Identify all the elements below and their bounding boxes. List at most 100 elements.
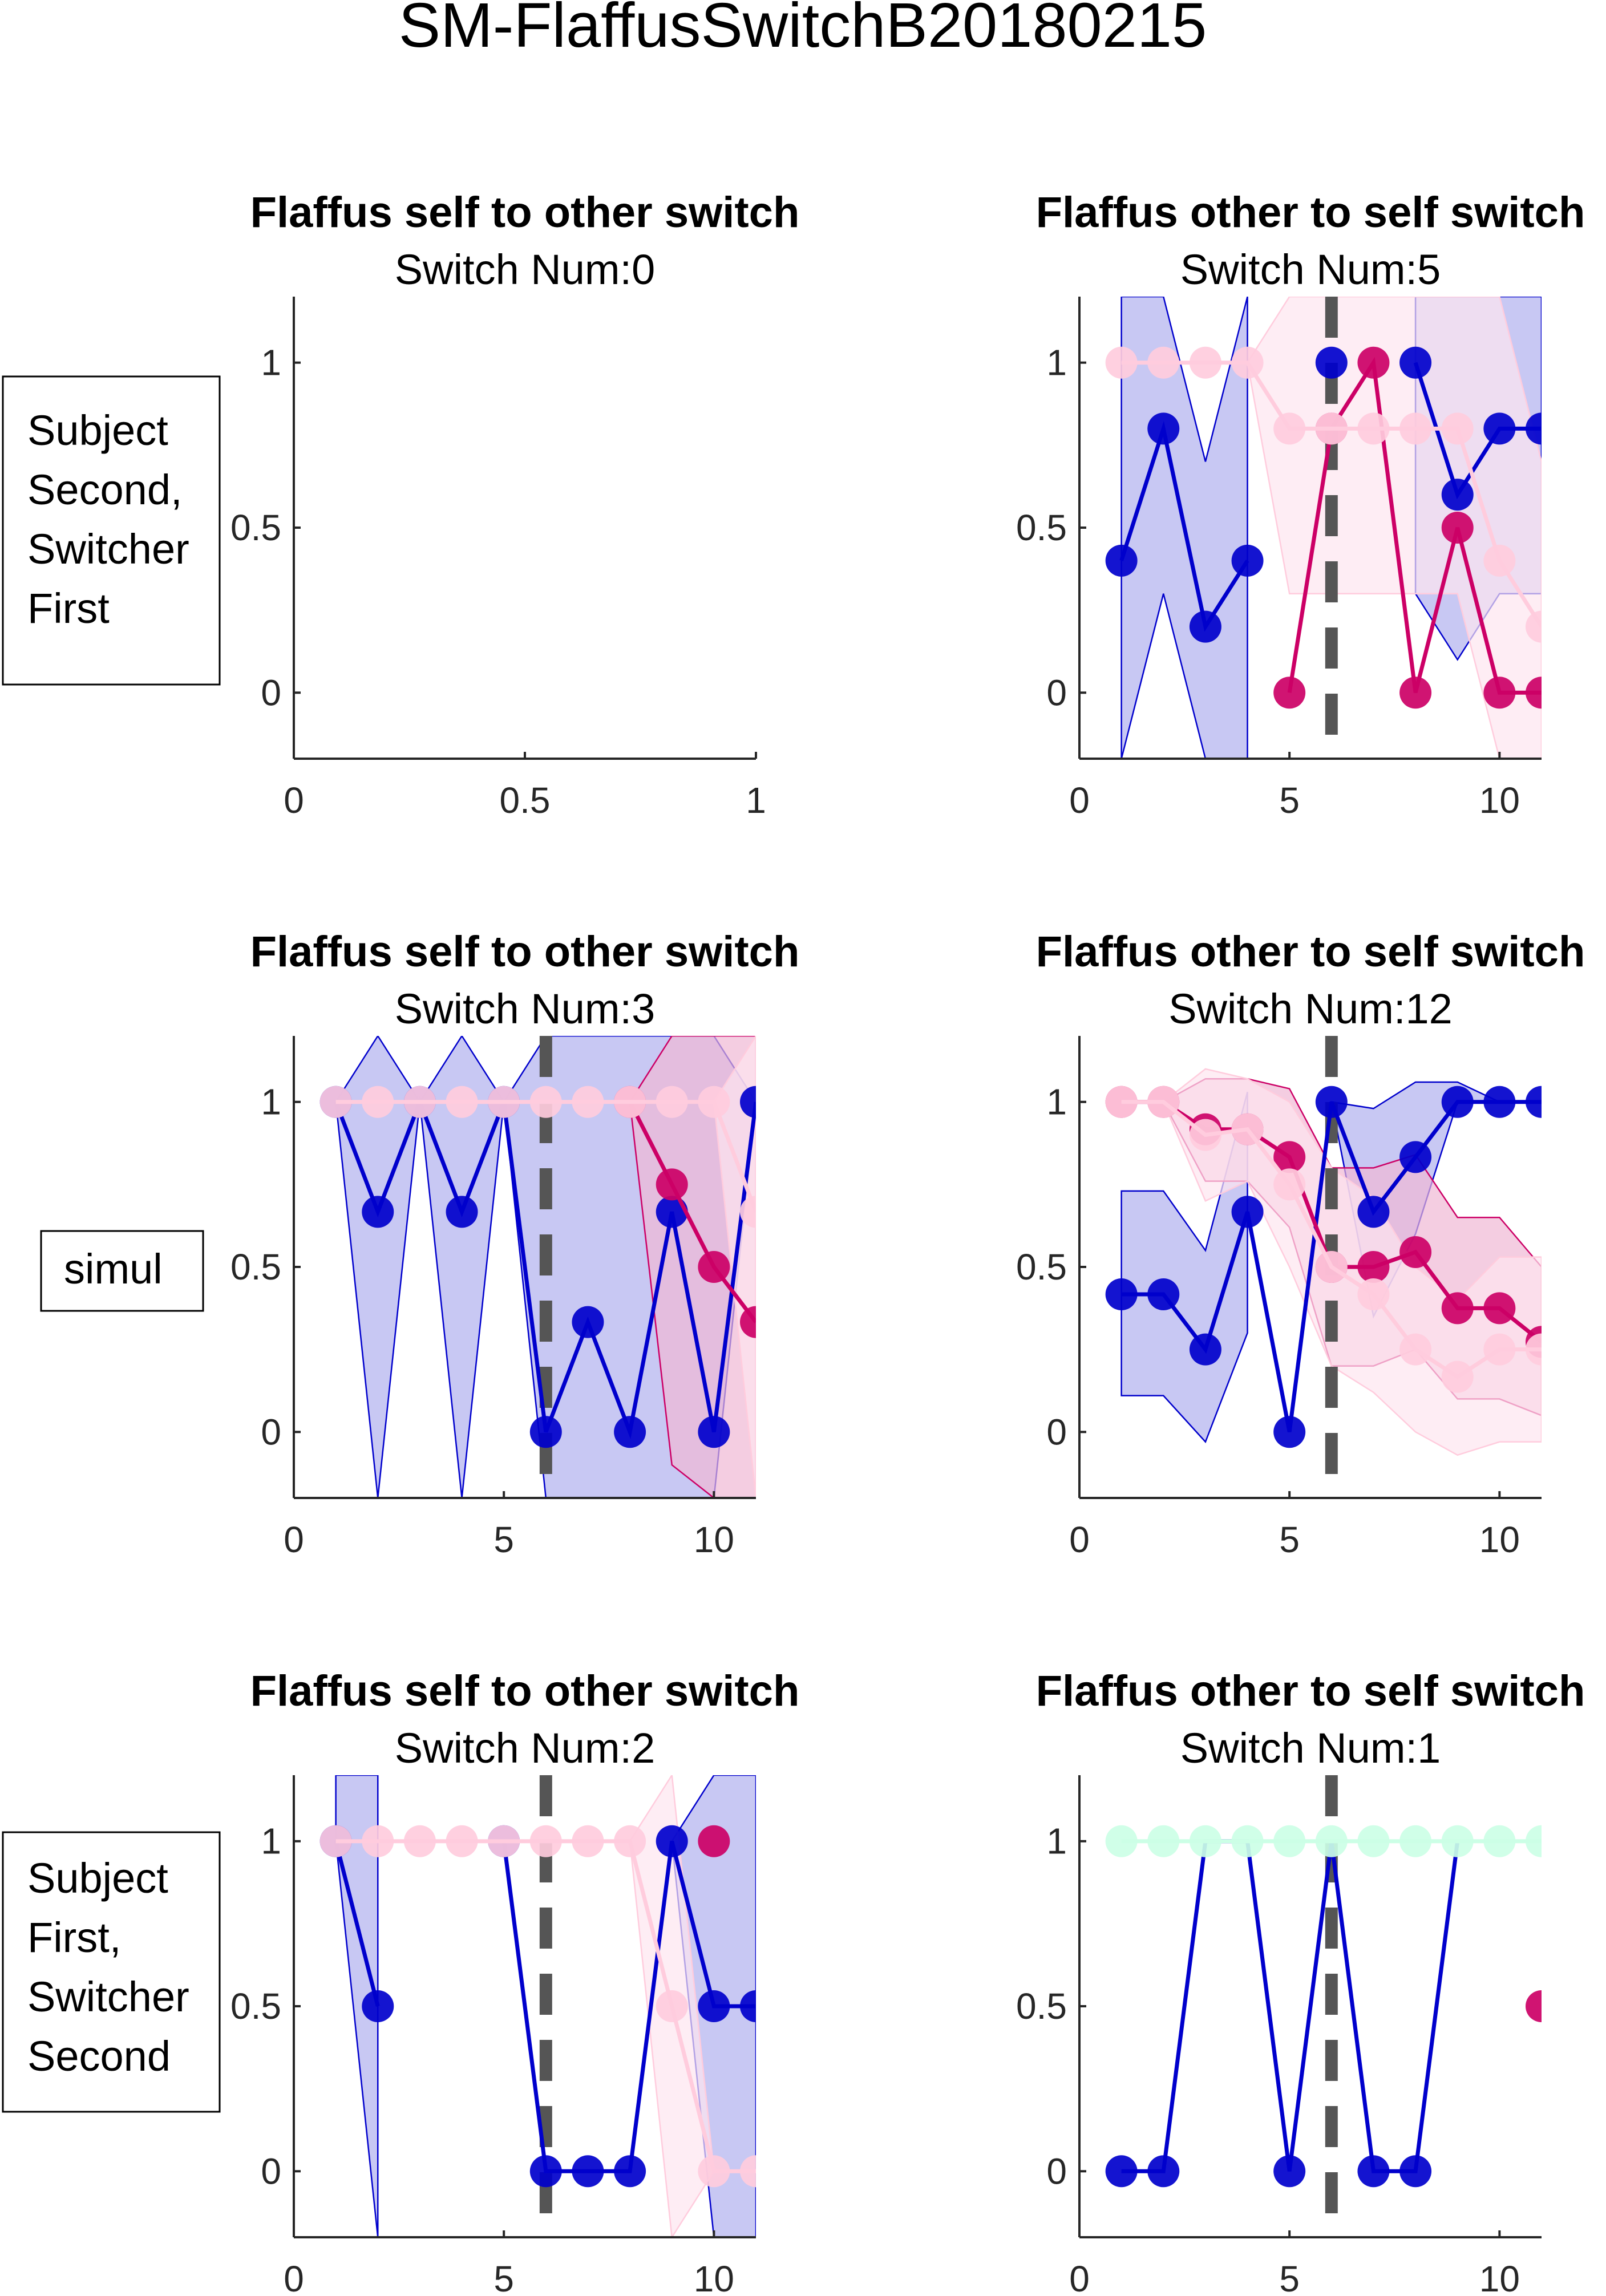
- x-tick-label: 5: [1279, 1519, 1300, 1560]
- data-point: [1273, 1416, 1306, 1448]
- panel-title: Flaffus self to other switch: [250, 928, 800, 976]
- x-tick-label: 10: [1479, 1519, 1520, 1560]
- data-point: [614, 1825, 646, 1857]
- data-point: [740, 1196, 756, 1228]
- data-point: [1483, 544, 1516, 577]
- y-tick-label: 0.5: [230, 1986, 281, 2027]
- data-point: [572, 2155, 604, 2188]
- chart-panel: 0 5 10 0 0.5 1 Flaffus self to other switch Swi…: [230, 928, 799, 1560]
- x-tick-label: 5: [1279, 2258, 1300, 2296]
- data-point: [1357, 346, 1390, 379]
- panel-title: Flaffus other to self switch: [1036, 1667, 1585, 1715]
- data-point: [740, 1306, 756, 1338]
- data-point: [656, 1168, 688, 1201]
- data-point: [1315, 346, 1348, 379]
- figure-title: SM-FlaffusSwitchB20180215: [399, 0, 1207, 60]
- panel-subtitle: Switch Num:12: [1168, 985, 1453, 1032]
- data-point: [1273, 677, 1306, 709]
- data-point: [1483, 1086, 1516, 1118]
- data-point: [614, 1086, 646, 1118]
- y-tick-label: 0: [261, 2151, 281, 2192]
- series-line: [628, 1101, 756, 1323]
- data-point: [1399, 2155, 1432, 2188]
- data-point: [1526, 1990, 1542, 2022]
- y-tick-label: 0: [1046, 1411, 1067, 1452]
- data-point: [740, 1990, 756, 2022]
- data-point: [1526, 1825, 1542, 1857]
- y-tick-label: 0: [1046, 2151, 1067, 2192]
- x-tick-label: 0: [1069, 1519, 1090, 1560]
- data-point: [1399, 1825, 1432, 1857]
- x-tick-label: 5: [493, 2258, 514, 2296]
- data-point: [698, 1825, 730, 1857]
- data-point: [446, 1086, 478, 1118]
- data-point: [1273, 2155, 1306, 2188]
- row-label-line: First,: [27, 1914, 121, 1961]
- data-point: [614, 2155, 646, 2188]
- y-tick-label: 0.5: [1016, 507, 1067, 548]
- data-point: [1526, 1333, 1542, 1366]
- row-label-box: Subject First, Switcher Second: [2, 1831, 221, 2113]
- y-tick-label: 0.5: [230, 1246, 281, 1287]
- panel-subtitle: Switch Num:5: [1180, 246, 1441, 293]
- data-point: [698, 1251, 730, 1283]
- data-point: [656, 1086, 688, 1118]
- data-point: [488, 1086, 520, 1118]
- row-label-line: Subject: [27, 407, 168, 454]
- data-point: [1189, 1119, 1221, 1151]
- plot-area: [1105, 1775, 1542, 2237]
- panel-subtitle: Switch Num:2: [395, 1724, 655, 1772]
- data-point: [1231, 1196, 1264, 1228]
- x-tick-label: 0.5: [500, 780, 551, 821]
- data-point: [529, 1825, 562, 1857]
- panel-title: Flaffus other to self switch: [1036, 928, 1585, 976]
- data-point: [1189, 346, 1221, 379]
- data-point: [1147, 412, 1180, 445]
- data-point: [614, 1416, 646, 1448]
- data-point: [1357, 1278, 1390, 1311]
- chart-panel: 0 5 10 0 0.5 1 Flaffus other to self switch Swi…: [1016, 928, 1585, 1560]
- panel-subtitle: Switch Num:3: [395, 985, 655, 1032]
- data-point: [1105, 1086, 1138, 1118]
- panel-subtitle: Switch Num:0: [395, 246, 655, 293]
- data-point: [529, 2155, 562, 2188]
- x-tick-label: 10: [1479, 2258, 1520, 2296]
- x-tick-label: 10: [694, 1519, 734, 1560]
- data-point: [1357, 1251, 1390, 1283]
- row-label-line: Second: [27, 2032, 171, 2080]
- plot-area: [1105, 1036, 1542, 1498]
- data-point: [1189, 610, 1221, 643]
- x-tick-label: 0: [284, 1519, 304, 1560]
- data-point: [1315, 1251, 1348, 1283]
- y-tick-label: 1: [1046, 342, 1067, 383]
- data-point: [319, 1825, 352, 1857]
- y-tick-label: 0.5: [230, 507, 281, 548]
- y-tick-label: 0.5: [1016, 1986, 1067, 2027]
- data-point: [1483, 1292, 1516, 1325]
- data-point: [1231, 544, 1264, 577]
- data-point: [1483, 1333, 1516, 1366]
- data-point: [572, 1086, 604, 1118]
- data-point: [1441, 512, 1474, 544]
- x-tick-label: 10: [694, 2258, 734, 2296]
- data-point: [1399, 677, 1432, 709]
- data-point: [1357, 2155, 1390, 2188]
- data-point: [362, 1086, 394, 1118]
- x-tick-label: 1: [746, 780, 766, 821]
- data-point: [1273, 1825, 1306, 1857]
- y-tick-label: 1: [261, 1082, 281, 1123]
- panel-subtitle: Switch Num:1: [1180, 1724, 1441, 1772]
- data-point: [698, 1990, 730, 2022]
- data-point: [1441, 1360, 1474, 1393]
- data-point: [1526, 677, 1542, 709]
- data-point: [1441, 412, 1474, 445]
- chart-panel: 0 5 10 0 0.5 1 Flaffus other to self switch Swi…: [1016, 1667, 1585, 2296]
- data-point: [403, 1086, 436, 1118]
- chart-panel: 0 5 10 0 0.5 1 Flaffus other to self switch Swi…: [1016, 188, 1585, 821]
- data-point: [1105, 1278, 1138, 1311]
- data-point: [1105, 346, 1138, 379]
- data-point: [1357, 1825, 1390, 1857]
- data-point: [698, 2155, 730, 2188]
- data-point: [1483, 677, 1516, 709]
- data-point: [1189, 1333, 1221, 1366]
